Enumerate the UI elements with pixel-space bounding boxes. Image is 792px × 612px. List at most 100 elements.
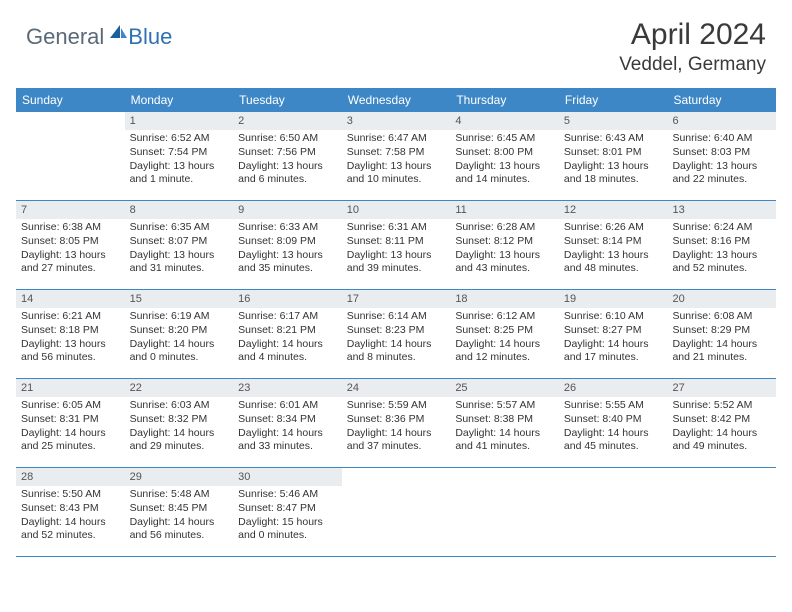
sunset-line: Sunset: 8:34 PM: [238, 413, 337, 427]
day-details: Sunrise: 6:52 AMSunset: 7:54 PMDaylight:…: [125, 132, 234, 191]
calendar-cell: .: [559, 468, 668, 556]
day-details: Sunrise: 6:05 AMSunset: 8:31 PMDaylight:…: [16, 399, 125, 458]
day-number: 22: [125, 379, 234, 397]
sunrise-line: Sunrise: 6:01 AM: [238, 399, 337, 413]
sunrise-line: Sunrise: 5:52 AM: [672, 399, 771, 413]
sunset-line: Sunset: 8:36 PM: [347, 413, 446, 427]
weekday-sat: Saturday: [667, 88, 776, 112]
weekday-header: Sunday Monday Tuesday Wednesday Thursday…: [16, 88, 776, 112]
weekday-wed: Wednesday: [342, 88, 451, 112]
sunset-line: Sunset: 7:58 PM: [347, 146, 446, 160]
day-details: Sunrise: 6:28 AMSunset: 8:12 PMDaylight:…: [450, 221, 559, 280]
day-number: 24: [342, 379, 451, 397]
calendar-cell: .: [342, 468, 451, 556]
daylight-line: Daylight: 14 hours and 52 minutes.: [21, 516, 120, 543]
daylight-line: Daylight: 13 hours and 31 minutes.: [130, 249, 229, 276]
day-details: Sunrise: 5:48 AMSunset: 8:45 PMDaylight:…: [125, 488, 234, 547]
daylight-line: Daylight: 13 hours and 27 minutes.: [21, 249, 120, 276]
daylight-line: Daylight: 14 hours and 56 minutes.: [130, 516, 229, 543]
sunrise-line: Sunrise: 6:24 AM: [672, 221, 771, 235]
sunrise-line: Sunrise: 5:59 AM: [347, 399, 446, 413]
day-number: 16: [233, 290, 342, 308]
day-details: Sunrise: 6:35 AMSunset: 8:07 PMDaylight:…: [125, 221, 234, 280]
daylight-line: Daylight: 13 hours and 52 minutes.: [672, 249, 771, 276]
daylight-line: Daylight: 14 hours and 25 minutes.: [21, 427, 120, 454]
day-details: Sunrise: 5:52 AMSunset: 8:42 PMDaylight:…: [667, 399, 776, 458]
sunrise-line: Sunrise: 6:45 AM: [455, 132, 554, 146]
weekday-tue: Tuesday: [233, 88, 342, 112]
daylight-line: Daylight: 14 hours and 37 minutes.: [347, 427, 446, 454]
sunrise-line: Sunrise: 5:46 AM: [238, 488, 337, 502]
daylight-line: Daylight: 14 hours and 0 minutes.: [130, 338, 229, 365]
weekday-sun: Sunday: [16, 88, 125, 112]
sunset-line: Sunset: 8:20 PM: [130, 324, 229, 338]
day-number: 30: [233, 468, 342, 486]
calendar-cell: 9Sunrise: 6:33 AMSunset: 8:09 PMDaylight…: [233, 201, 342, 289]
calendar-row: 21Sunrise: 6:05 AMSunset: 8:31 PMDayligh…: [16, 379, 776, 468]
sunrise-line: Sunrise: 5:55 AM: [564, 399, 663, 413]
sunset-line: Sunset: 8:18 PM: [21, 324, 120, 338]
sunset-line: Sunset: 8:31 PM: [21, 413, 120, 427]
calendar-row: .1Sunrise: 6:52 AMSunset: 7:54 PMDayligh…: [16, 112, 776, 201]
day-details: Sunrise: 6:40 AMSunset: 8:03 PMDaylight:…: [667, 132, 776, 191]
day-details: Sunrise: 6:50 AMSunset: 7:56 PMDaylight:…: [233, 132, 342, 191]
sunrise-line: Sunrise: 5:50 AM: [21, 488, 120, 502]
daylight-line: Daylight: 13 hours and 35 minutes.: [238, 249, 337, 276]
sunrise-line: Sunrise: 6:52 AM: [130, 132, 229, 146]
sunset-line: Sunset: 8:32 PM: [130, 413, 229, 427]
sunrise-line: Sunrise: 6:47 AM: [347, 132, 446, 146]
sunset-line: Sunset: 8:21 PM: [238, 324, 337, 338]
daylight-line: Daylight: 14 hours and 21 minutes.: [672, 338, 771, 365]
day-details: Sunrise: 5:59 AMSunset: 8:36 PMDaylight:…: [342, 399, 451, 458]
daylight-line: Daylight: 14 hours and 29 minutes.: [130, 427, 229, 454]
day-details: Sunrise: 6:47 AMSunset: 7:58 PMDaylight:…: [342, 132, 451, 191]
sunrise-line: Sunrise: 6:03 AM: [130, 399, 229, 413]
sunrise-line: Sunrise: 6:10 AM: [564, 310, 663, 324]
sunset-line: Sunset: 8:40 PM: [564, 413, 663, 427]
day-number: 6: [667, 112, 776, 130]
day-number: 14: [16, 290, 125, 308]
calendar-cell: .: [667, 468, 776, 556]
sunrise-line: Sunrise: 6:14 AM: [347, 310, 446, 324]
calendar-cell: 17Sunrise: 6:14 AMSunset: 8:23 PMDayligh…: [342, 290, 451, 378]
day-number: 11: [450, 201, 559, 219]
calendar-cell: 3Sunrise: 6:47 AMSunset: 7:58 PMDaylight…: [342, 112, 451, 200]
day-number: 17: [342, 290, 451, 308]
calendar-cell: 1Sunrise: 6:52 AMSunset: 7:54 PMDaylight…: [125, 112, 234, 200]
calendar-cell: 22 Sunrise: 6:03 AMSunset: 8:32 PMDayligh…: [125, 379, 234, 467]
sunset-line: Sunset: 8:12 PM: [455, 235, 554, 249]
daylight-line: Daylight: 13 hours and 10 minutes.: [347, 160, 446, 187]
brand-part2: Blue: [128, 24, 172, 50]
daylight-line: Daylight: 13 hours and 1 minute.: [130, 160, 229, 187]
brand-part1: General: [26, 24, 104, 50]
daylight-line: Daylight: 14 hours and 12 minutes.: [455, 338, 554, 365]
weekday-mon: Monday: [125, 88, 234, 112]
day-details: Sunrise: 6:08 AMSunset: 8:29 PMDaylight:…: [667, 310, 776, 369]
day-number: 19: [559, 290, 668, 308]
day-number: 8: [125, 201, 234, 219]
day-details: Sunrise: 6:31 AMSunset: 8:11 PMDaylight:…: [342, 221, 451, 280]
sunset-line: Sunset: 8:42 PM: [672, 413, 771, 427]
day-number: 21: [16, 379, 125, 397]
day-details: Sunrise: 5:55 AMSunset: 8:40 PMDaylight:…: [559, 399, 668, 458]
sunset-line: Sunset: 8:43 PM: [21, 502, 120, 516]
sunrise-line: Sunrise: 6:05 AM: [21, 399, 120, 413]
sunset-line: Sunset: 7:54 PM: [130, 146, 229, 160]
calendar-cell: 19Sunrise: 6:10 AMSunset: 8:27 PMDayligh…: [559, 290, 668, 378]
calendar-cell: 29Sunrise: 5:48 AMSunset: 8:45 PMDayligh…: [125, 468, 234, 556]
daylight-line: Daylight: 14 hours and 33 minutes.: [238, 427, 337, 454]
day-details: Sunrise: 6:03 AMSunset: 8:32 PMDaylight:…: [125, 399, 234, 458]
sunrise-line: Sunrise: 6:31 AM: [347, 221, 446, 235]
day-number: 15: [125, 290, 234, 308]
day-number: 12: [559, 201, 668, 219]
daylight-line: Daylight: 15 hours and 0 minutes.: [238, 516, 337, 543]
sunset-line: Sunset: 8:38 PM: [455, 413, 554, 427]
sunrise-line: Sunrise: 6:08 AM: [672, 310, 771, 324]
calendar-cell: 21 Sunrise: 6:05 AMSunset: 8:31 PMDayligh…: [16, 379, 125, 467]
day-number: 20: [667, 290, 776, 308]
day-details: Sunrise: 6:45 AMSunset: 8:00 PMDaylight:…: [450, 132, 559, 191]
day-number: 25: [450, 379, 559, 397]
day-details: Sunrise: 6:33 AMSunset: 8:09 PMDaylight:…: [233, 221, 342, 280]
location: Veddel, Germany: [619, 54, 766, 76]
day-number: 13: [667, 201, 776, 219]
